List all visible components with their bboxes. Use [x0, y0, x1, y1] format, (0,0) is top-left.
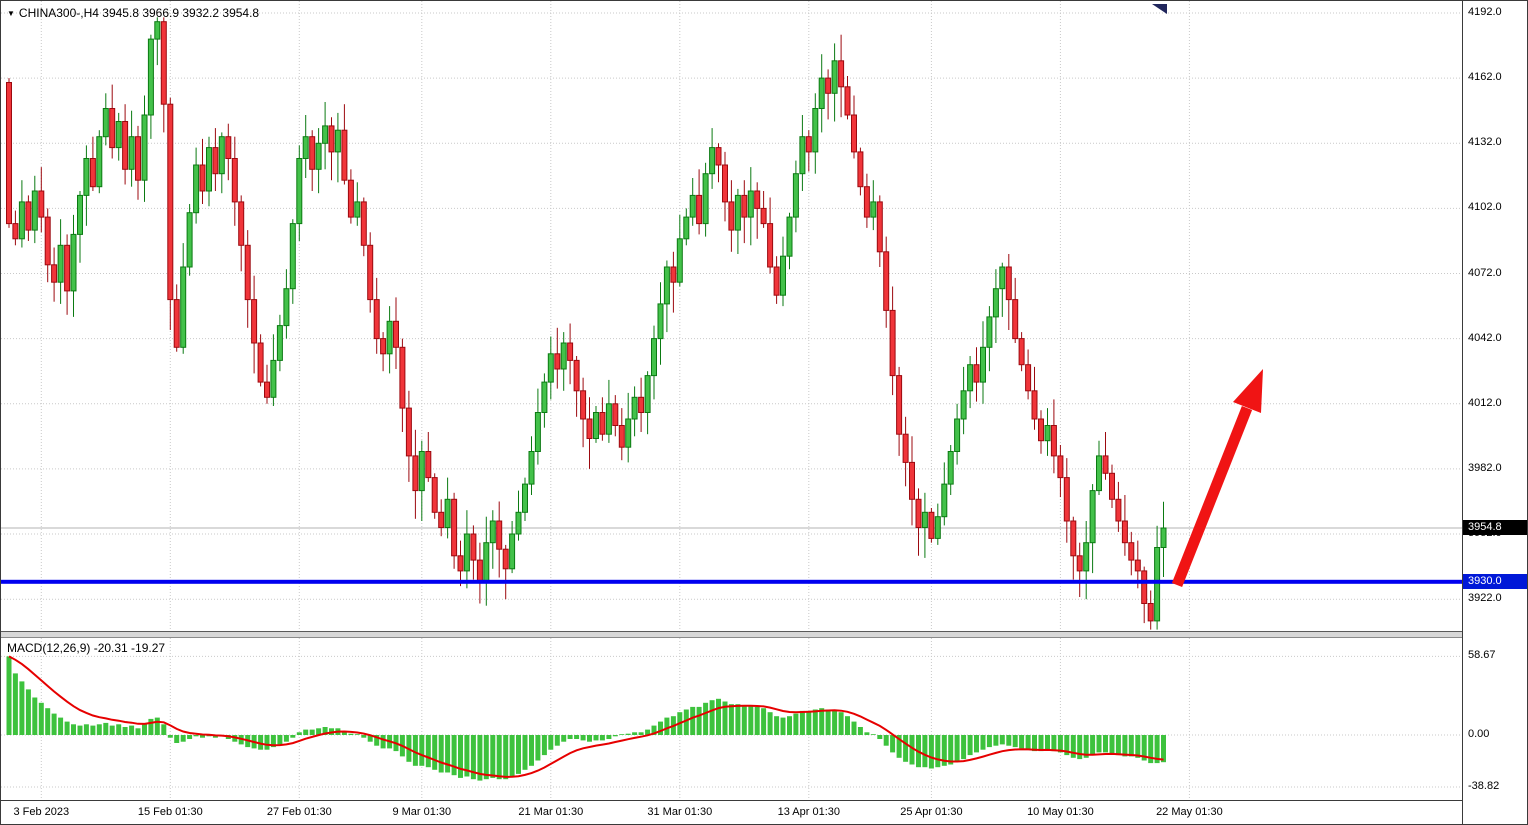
candles-group — [6, 17, 1167, 630]
time-axis-label: 21 Mar 01:30 — [518, 806, 584, 818]
support-price-tag: 3930.0 — [1463, 573, 1527, 589]
macd-axis-label: 58.67 — [1468, 649, 1496, 661]
price-axis-label: 4042.0 — [1468, 331, 1502, 344]
macd-axis-label: 0.00 — [1468, 728, 1490, 740]
price-axis-label: 4132.0 — [1468, 136, 1502, 149]
time-axis-label: 13 Apr 01:30 — [777, 806, 840, 818]
macd-chart[interactable] — [1, 638, 1462, 800]
chart-header: ▼ CHINA300-,H4 3945.8 3966.9 3932.2 3954.… — [7, 6, 259, 20]
price-axis-label: 4102.0 — [1468, 201, 1502, 214]
main-chart-panel[interactable]: ▼ CHINA300-,H4 3945.8 3966.9 3932.2 3954.… — [1, 1, 1462, 632]
price-axis-label: 4192.0 — [1468, 6, 1502, 18]
symbol-dropdown-icon: ▼ — [7, 9, 15, 18]
time-axis-label: 15 Feb 01:30 — [137, 806, 203, 818]
time-axis-label: 3 Feb 2023 — [13, 806, 70, 818]
trend-arrow[interactable] — [1171, 369, 1263, 588]
macd-indicator-label: MACD(12,26,9) -20.31 -19.27 — [7, 641, 166, 655]
macd-grid — [1, 638, 1462, 800]
price-axis-label: 3982.0 — [1468, 461, 1502, 474]
macd-signal-line — [8, 655, 1164, 778]
panel-splitter[interactable] — [1, 632, 1462, 638]
time-axis-label: 25 Apr 01:30 — [900, 806, 963, 818]
macd-histogram — [6, 656, 1166, 781]
candlestick-chart[interactable] — [1, 1, 1462, 631]
time-axis[interactable]: 3 Feb 2023 15 Feb 01:30 27 Feb 01:30 9 Mar … — [1, 801, 1462, 824]
support-line[interactable] — [1, 579, 1462, 584]
current-price-tag: 3954.8 — [1463, 520, 1527, 535]
time-axis-label: 31 Mar 01:30 — [647, 806, 713, 818]
scroll-marker-icon — [1152, 4, 1167, 14]
price-axis[interactable]: 3954.8 3930.0 4192.0 4162.0 4132.0 4102.0 40… — [1462, 1, 1527, 824]
price-axis-label: 4072.0 — [1468, 266, 1502, 279]
price-axis-label: 3922.0 — [1468, 592, 1502, 605]
macd-panel[interactable]: MACD(12,26,9) -20.31 -19.27 — [1, 638, 1462, 801]
macd-axis-label: -38.82 — [1468, 780, 1500, 792]
price-axis-label: 4162.0 — [1468, 71, 1502, 84]
time-axis-label: 9 Mar 01:30 — [392, 806, 452, 818]
time-axis-label: 10 May 01:30 — [1027, 806, 1094, 818]
time-axis-label: 27 Feb 01:30 — [266, 806, 332, 818]
time-axis-label: 22 May 01:30 — [1156, 806, 1223, 818]
symbol-info: CHINA300-,H4 3945.8 3966.9 3932.2 3954.8 — [18, 6, 260, 20]
price-axis-label: 4012.0 — [1468, 396, 1502, 409]
main-grid — [1, 1, 1462, 631]
